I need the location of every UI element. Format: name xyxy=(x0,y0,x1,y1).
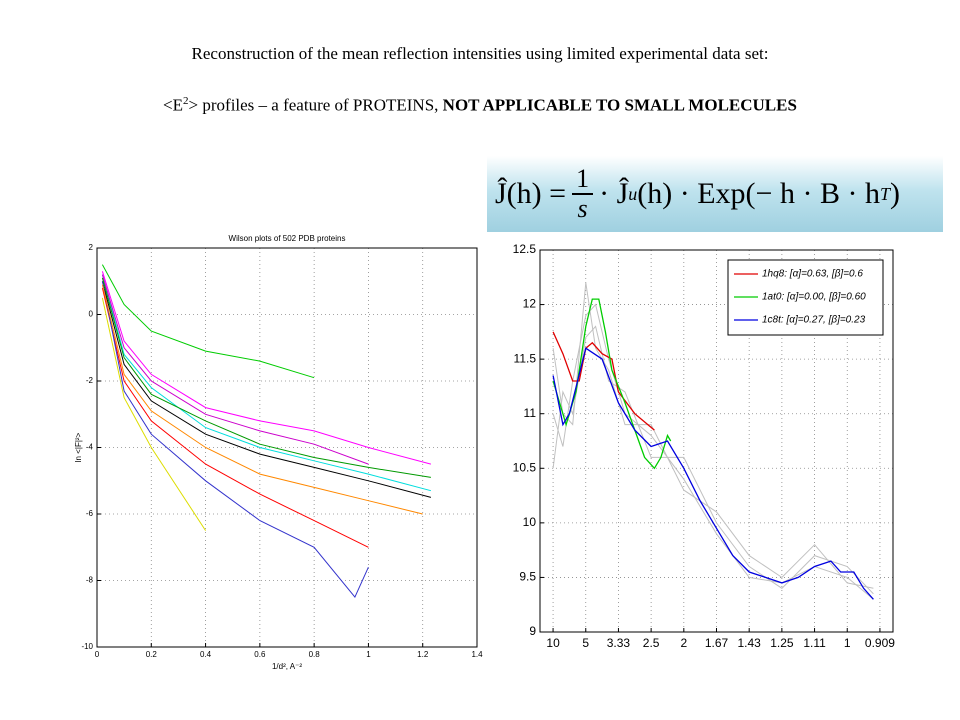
equation-part: T xyxy=(879,183,890,204)
x-tick-label: 10 xyxy=(546,636,560,650)
equation-part: · Ĵ xyxy=(599,177,629,210)
chart-title: Wilson plots of 502 PDB proteins xyxy=(229,234,346,243)
x-tick-label: 1.43 xyxy=(738,636,762,650)
y-tick-label: -6 xyxy=(86,509,94,518)
slide-subtitle: <E2> profiles – a feature of PROTEINS, N… xyxy=(0,95,960,116)
series-line xyxy=(552,347,874,600)
series-line xyxy=(101,271,432,465)
background-line xyxy=(552,282,874,589)
series-line xyxy=(101,274,432,492)
x-tick-label: 0.6 xyxy=(254,650,266,659)
series-line xyxy=(101,264,315,379)
y-tick-label: 9.5 xyxy=(519,570,536,584)
y-tick-label: 0 xyxy=(89,310,94,319)
x-tick-label: 2.5 xyxy=(643,636,660,650)
x-tick-label: 1.2 xyxy=(417,650,429,659)
x-tick-label: 0 xyxy=(95,650,100,659)
x-tick-label: 1.11 xyxy=(803,636,826,650)
legend-label: 1c8t: [α]=0.27, [β]=0.23 xyxy=(762,315,866,326)
x-tick-label: 1 xyxy=(844,636,851,650)
series-line xyxy=(101,287,369,548)
y-tick-label: 12 xyxy=(523,297,537,311)
series-line xyxy=(101,297,207,531)
plot-frame xyxy=(539,249,894,633)
subtitle-text: <E xyxy=(163,95,184,115)
subtitle-text: > profiles – a feature of PROTEINS, xyxy=(188,95,443,115)
y-tick-label: -2 xyxy=(86,376,94,385)
y-axis-label: ln <|F|²> xyxy=(74,432,83,462)
background-line xyxy=(552,303,874,600)
y-tick-label: 10.5 xyxy=(513,460,537,474)
series-line xyxy=(101,281,369,599)
series-line xyxy=(101,274,369,465)
y-tick-label: 10 xyxy=(523,515,537,529)
equation-part: u xyxy=(628,183,638,204)
x-tick-label: 1 xyxy=(366,650,371,659)
subtitle-bold: NOT APPLICABLE TO SMALL MOLECULES xyxy=(442,95,797,115)
x-axis-label: 1/d², A⁻² xyxy=(272,662,302,671)
x-tick-label: 1.25 xyxy=(770,636,794,650)
y-tick-label: -8 xyxy=(86,576,94,585)
x-tick-label: 1.67 xyxy=(705,636,729,650)
y-tick-label: 11 xyxy=(524,406,537,420)
y-tick-label: 12.5 xyxy=(513,242,537,256)
x-tick-label: 0.8 xyxy=(309,650,321,659)
x-tick-label: 0.4 xyxy=(200,650,212,659)
equation-part: s xyxy=(577,194,588,223)
slide-title: Reconstruction of the mean reflection in… xyxy=(191,44,769,63)
y-tick-label: 2 xyxy=(89,243,94,252)
series-line xyxy=(101,284,423,515)
equation-part: (h) · Exp(− h · B · h xyxy=(637,177,880,210)
y-tick-label: 11.5 xyxy=(514,351,537,365)
x-tick-label: 2 xyxy=(680,636,687,650)
x-tick-label: 0.2 xyxy=(146,650,158,659)
x-tick-label: 3.33 xyxy=(607,636,631,650)
x-tick-label: 1.4 xyxy=(471,650,483,659)
equation-part: 1 xyxy=(572,165,594,195)
equation-part: ) xyxy=(889,177,900,210)
equation-part: Ĵ(h) = xyxy=(495,177,567,210)
subtitle-sup: 2 xyxy=(183,95,189,107)
x-tick-label: 5 xyxy=(582,636,589,650)
series-line xyxy=(101,277,431,478)
legend-label: 1hq8: [α]=0.63, [β]=0.6 xyxy=(762,269,863,280)
y-tick-label: 9 xyxy=(529,624,536,638)
legend-label: 1at0: [α]=0.00, [β]=0.60 xyxy=(762,292,866,303)
y-tick-label: -4 xyxy=(86,443,94,452)
plot-frame xyxy=(96,247,478,648)
series-line xyxy=(101,281,432,498)
y-tick-label: -10 xyxy=(81,642,93,651)
x-tick-label: 0.909 xyxy=(865,636,895,650)
